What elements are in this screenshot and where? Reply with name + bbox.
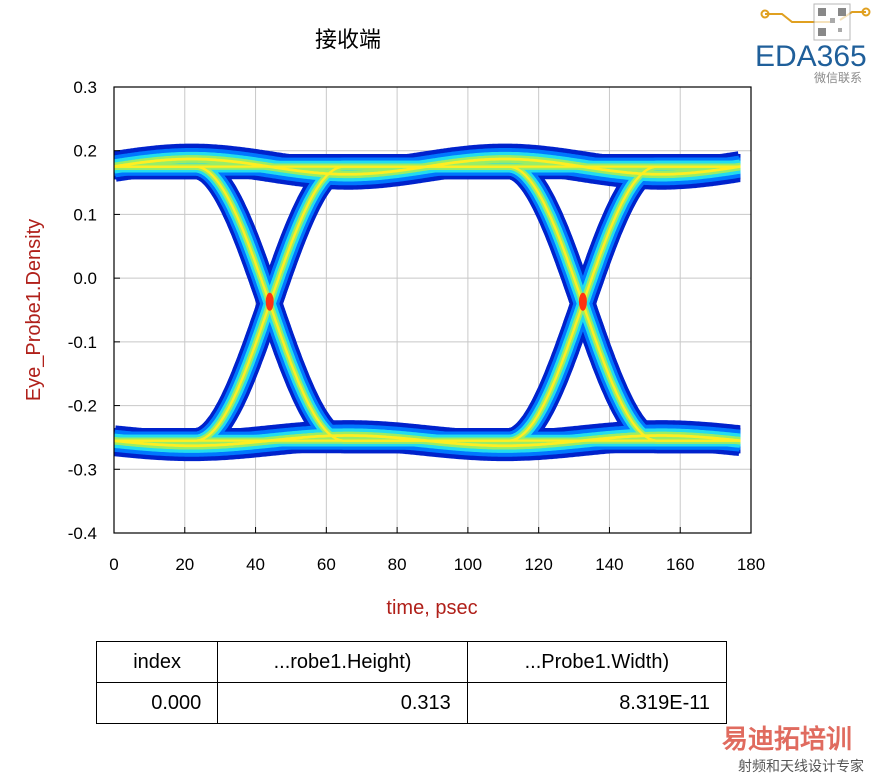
y-axis-ticks: 0.3 0.2 0.1 0.0 -0.1 -0.2 -0.3 -0.4	[68, 78, 120, 543]
eye-trace-hhl-layer1	[114, 157, 741, 450]
eye-density-traces	[114, 143, 741, 462]
eye-trace-hlh-layer4	[114, 165, 741, 442]
x-tick-label: 160	[666, 555, 694, 574]
y-axis-title: Eye_Probe1.Density	[23, 219, 45, 401]
eye-measurement-table: index ...robe1.Height) ...Probe1.Width) …	[95, 641, 728, 724]
eye-trace-llh-layer1	[114, 157, 741, 450]
training-logo-subtext: 射频和天线设计专家	[738, 758, 864, 775]
plot-frame	[113, 86, 752, 534]
x-tick-label: 140	[595, 555, 623, 574]
circuit-logo-icon	[760, 3, 871, 41]
eye-trace-hlh-layer1	[114, 157, 741, 450]
table-header-height: ...robe1.Height)	[217, 641, 468, 683]
eye-trace-lhl-layer3	[114, 163, 741, 444]
eda365-watermark: EDA365 微信联系	[755, 3, 871, 85]
y-tick-label: 0.3	[73, 78, 97, 97]
eye-trace-lhl-layer0	[114, 154, 741, 454]
eye-trace-llh-layer3	[114, 163, 741, 444]
eye-trace-lhl-layer2	[114, 160, 741, 447]
table-cell-height: 0.313	[217, 682, 468, 724]
eye-trace-hlh-layer3	[114, 163, 741, 444]
eye-trace-lhh-layer4	[114, 165, 741, 442]
crossing-hotspot-0	[265, 292, 274, 311]
eye-trace-hlh-layer2	[114, 160, 741, 447]
table-row: 0.000 0.313 8.319E-11	[95, 682, 728, 724]
eye-trace-lhh-layer2	[114, 160, 741, 447]
table-header-index: index	[95, 641, 219, 683]
x-tick-label: 40	[246, 555, 265, 574]
y-tick-label: 0.2	[73, 142, 97, 161]
y-tick-label: -0.4	[68, 524, 97, 543]
y-tick-label: -0.3	[68, 460, 97, 479]
eye-trace-hhl-layer3	[114, 163, 741, 444]
eye-trace-lhl-layer1	[114, 157, 741, 450]
x-tick-label: 120	[524, 555, 552, 574]
table-header-width: ...Probe1.Width)	[466, 641, 728, 683]
eye-trace-hhl-layer2	[114, 160, 741, 447]
y-tick-label: -0.1	[68, 333, 97, 352]
eye-trace-hll-layer3	[114, 163, 741, 444]
table-header-row: index ...robe1.Height) ...Probe1.Width)	[95, 641, 728, 683]
eda365-logo-subtext: 微信联系	[814, 71, 862, 85]
eye-trace-llh-layer0	[114, 154, 741, 454]
eye-trace-lhh-layer0	[114, 154, 741, 454]
eye-trace-hll-layer1	[114, 157, 741, 450]
eye-trace-hlh-layer0	[114, 154, 741, 454]
x-tick-label: 80	[388, 555, 407, 574]
x-tick-label: 20	[175, 555, 194, 574]
x-tick-label: 180	[737, 555, 765, 574]
table-cell-index: 0.000	[95, 682, 219, 724]
y-tick-label: 0.0	[73, 269, 97, 288]
table-cell-width: 8.319E-11	[466, 682, 728, 724]
x-tick-label: 100	[454, 555, 482, 574]
eda365-logo-text: EDA365	[755, 40, 867, 73]
crossing-hotspot-1	[578, 292, 587, 311]
x-tick-label: 60	[317, 555, 336, 574]
training-logo-text: 易迪拓培训	[722, 725, 852, 755]
eye-trace-lhl-layer4	[114, 165, 741, 442]
eye-trace-llh-layer4	[114, 165, 741, 442]
x-tick-label: 0	[109, 555, 118, 574]
eye-trace-hhl-layer4	[114, 165, 741, 442]
eye-trace-hll-layer2	[114, 160, 741, 447]
y-tick-label: -0.2	[68, 397, 97, 416]
eye-trace-lhh-layer3	[114, 163, 741, 444]
training-watermark: 易迪拓培训 射频和天线设计专家	[722, 725, 864, 775]
eye-trace-hll-layer0	[114, 154, 741, 454]
eye-trace-llh-layer2	[114, 160, 741, 447]
x-axis-title: time, psec	[386, 597, 477, 619]
eye-trace-lhh-layer1	[114, 157, 741, 450]
chart-title: 接收端	[315, 28, 381, 53]
x-axis-ticks: 0 20 40 60 80 100 120 140 160 180	[109, 527, 765, 574]
y-tick-label: 0.1	[73, 205, 97, 224]
eye-trace-hll-layer4	[114, 165, 741, 442]
eye-trace-hhl-layer0	[114, 154, 741, 454]
